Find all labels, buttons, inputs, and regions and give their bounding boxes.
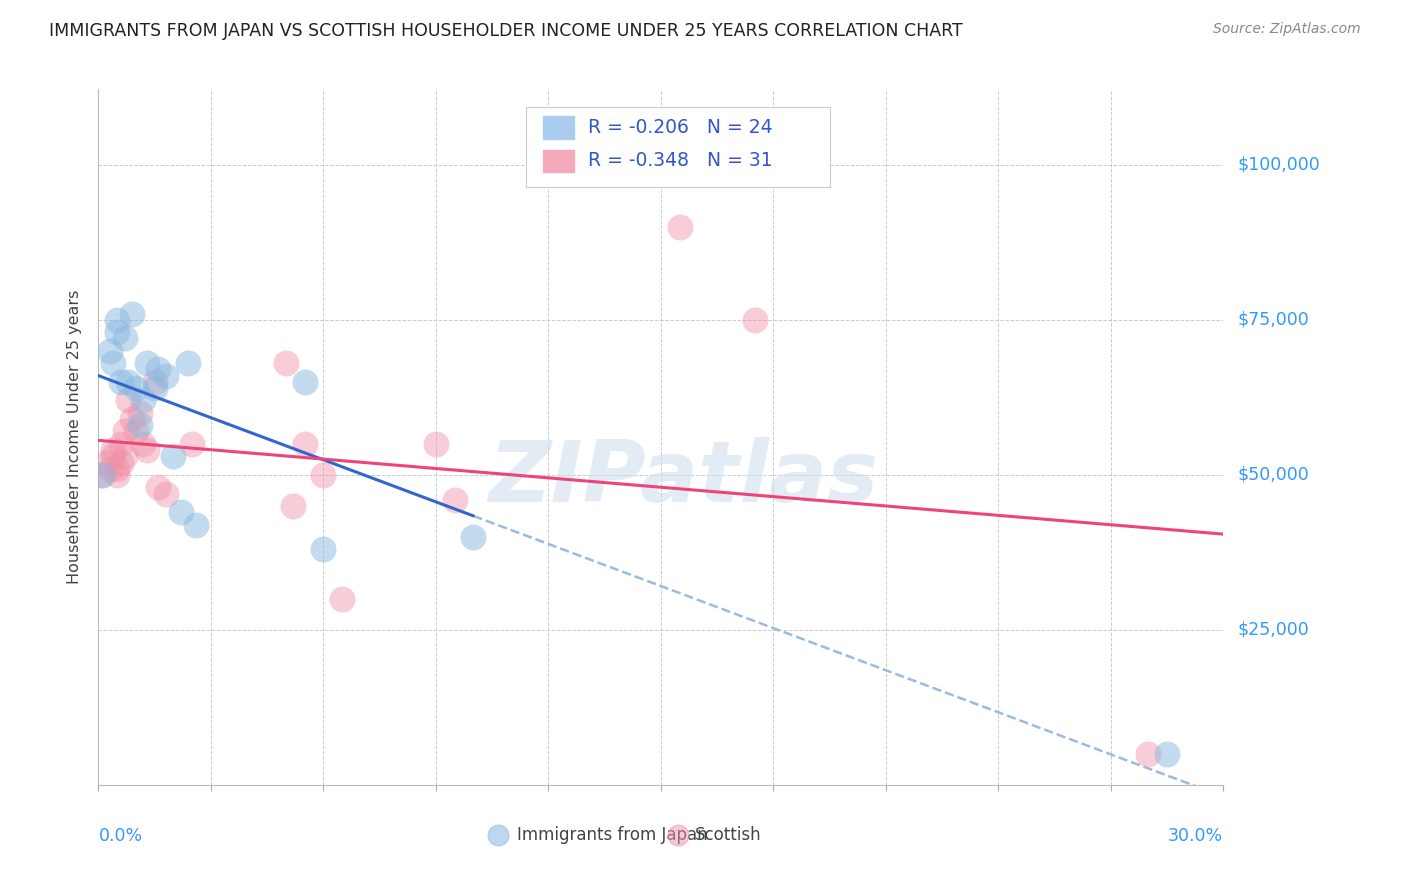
Point [128,406,150,420]
Point [668,219,690,234]
Point [148,480,170,494]
Text: 0.0%: 0.0% [98,827,142,845]
Point [94,456,117,470]
Point [132,393,155,408]
Text: $50,000: $50,000 [1237,466,1309,483]
Point [312,542,335,557]
Point [128,418,150,433]
Text: 30.0%: 30.0% [1168,827,1223,845]
Point [312,467,335,482]
Text: $75,000: $75,000 [1237,311,1309,329]
Point [125,381,148,395]
Point [117,375,139,389]
Point [103,356,125,370]
Text: IMMIGRANTS FROM JAPAN VS SCOTTISH HOUSEHOLDER INCOME UNDER 25 YEARS CORRELATION : IMMIGRANTS FROM JAPAN VS SCOTTISH HOUSEH… [49,22,963,40]
Point [103,450,125,464]
Point [98,343,121,358]
Point [184,517,207,532]
Point [110,437,132,451]
Point [294,437,316,451]
Point [110,456,132,470]
Point [1137,747,1160,761]
Text: Source: ZipAtlas.com: Source: ZipAtlas.com [1213,22,1361,37]
Point [125,425,148,439]
Point [136,443,159,458]
Text: R = -0.206   N = 24: R = -0.206 N = 24 [588,118,772,137]
Point [110,375,132,389]
Point [117,393,139,408]
Point [330,591,353,606]
Point [105,313,128,327]
FancyBboxPatch shape [543,116,574,138]
Point [425,437,447,451]
Point [170,505,193,519]
Point [463,530,485,544]
Text: Immigrants from Japan: Immigrants from Japan [517,826,707,844]
Point [294,375,316,389]
Point [98,461,121,475]
Text: Scottish: Scottish [695,826,761,844]
Point [105,461,128,475]
Point [121,307,143,321]
Point [143,381,166,395]
Text: R = -0.348   N = 31: R = -0.348 N = 31 [588,152,772,170]
Point [155,486,177,500]
Point [114,425,136,439]
Point [91,467,114,482]
Text: ZIPatlas: ZIPatlas [488,437,879,520]
Point [114,331,136,345]
Point [136,356,159,370]
Point [443,492,465,507]
FancyBboxPatch shape [543,150,574,172]
FancyBboxPatch shape [526,106,830,186]
Point [143,375,166,389]
Point [132,437,155,451]
Point [103,443,125,458]
Point [105,467,128,482]
Point [155,368,177,383]
Point [91,467,114,482]
Point [181,437,204,451]
Point [744,313,766,327]
Point [274,356,297,370]
Point [162,450,184,464]
Point [121,412,143,426]
Y-axis label: Householder Income Under 25 years: Householder Income Under 25 years [67,290,83,584]
Text: $25,000: $25,000 [1237,621,1309,639]
Point [283,499,305,513]
Point [177,356,200,370]
Point [1156,747,1178,761]
Text: $100,000: $100,000 [1237,156,1320,174]
Point [148,362,170,376]
Point [105,326,128,340]
Point [114,450,136,464]
